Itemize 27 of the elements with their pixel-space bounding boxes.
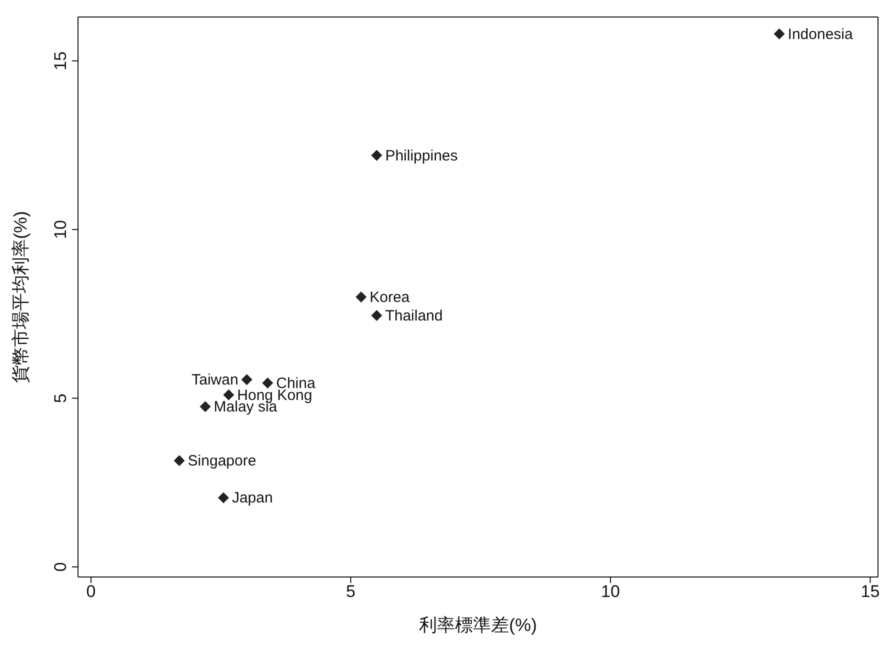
point	[241, 374, 252, 386]
point	[262, 378, 274, 389]
x-tick-label: 0	[86, 582, 96, 602]
data-label: Indonesia	[788, 26, 854, 43]
point	[218, 492, 229, 504]
y-tick-label: 10	[51, 220, 70, 239]
y-tick-label: 0	[51, 562, 70, 572]
point	[371, 310, 382, 322]
data-label: Thailand	[385, 308, 443, 325]
y-axis-title: 貨幣市場平均利率(%)	[10, 211, 30, 383]
y-tick-label: 15	[51, 51, 70, 70]
point	[223, 389, 234, 400]
point	[371, 150, 382, 161]
x-tick-label: 15	[860, 582, 880, 602]
point	[356, 292, 367, 302]
data-label: Korea	[370, 289, 410, 306]
point	[774, 28, 785, 40]
x-tick-label: 5	[346, 582, 356, 602]
point	[174, 455, 185, 466]
x-tick-label: 10	[601, 582, 620, 602]
x-axis-title: 利率標準差(%)	[419, 615, 537, 635]
data-label: Taiwan	[192, 372, 238, 389]
y-tick-label: 5	[51, 393, 70, 403]
data-label: Japan	[232, 490, 273, 507]
data-label: Singapore	[188, 452, 256, 470]
point	[200, 401, 211, 412]
data-label: Philippines	[385, 147, 458, 164]
